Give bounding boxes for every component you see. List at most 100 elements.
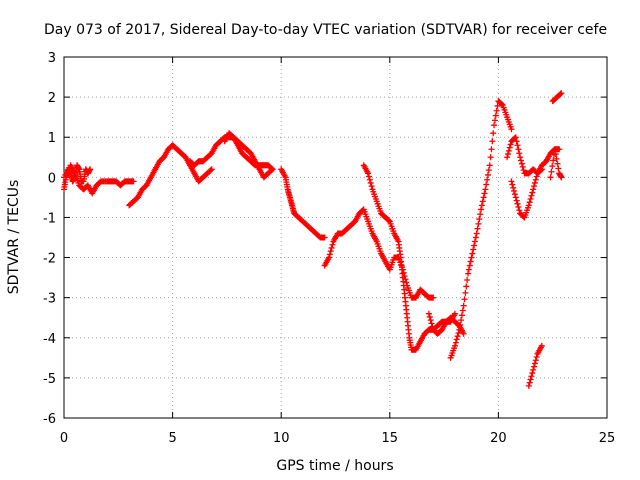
- data-point: [533, 354, 540, 361]
- x-axis-label: GPS time / hours: [276, 458, 393, 474]
- data-point: [483, 181, 490, 188]
- data-point: [519, 163, 526, 170]
- y-tick-label: 0: [48, 171, 56, 186]
- data-point: [321, 234, 328, 241]
- data-point: [474, 225, 481, 232]
- data-point: [475, 220, 482, 227]
- data-point: [506, 144, 513, 151]
- data-point: [526, 199, 533, 206]
- data-point: [526, 379, 533, 386]
- data-point: [511, 191, 518, 198]
- data-point: [512, 134, 519, 141]
- data-point: [464, 270, 471, 277]
- data-point: [498, 101, 505, 108]
- data-point: [484, 176, 491, 183]
- data-point: [455, 329, 462, 336]
- data-point: [516, 150, 523, 157]
- data-point: [515, 146, 522, 153]
- data-point: [551, 146, 558, 153]
- data-point: [452, 339, 459, 346]
- data-point: [429, 323, 436, 330]
- data-point: [487, 154, 494, 161]
- data-point: [548, 168, 555, 175]
- data-point: [453, 336, 460, 343]
- data-point: [486, 162, 493, 169]
- data-point: [481, 190, 488, 197]
- data-point: [466, 262, 473, 269]
- data-point: [553, 155, 560, 162]
- data-point: [509, 181, 516, 188]
- data-point: [515, 204, 522, 211]
- y-tick-label: -4: [43, 332, 56, 347]
- data-point: [368, 183, 375, 190]
- data-point: [514, 200, 521, 207]
- data-point: [470, 246, 477, 253]
- data-point: [326, 251, 333, 258]
- data-point: [528, 192, 535, 199]
- data-point: [525, 202, 532, 209]
- data-point: [491, 122, 498, 129]
- data-point: [504, 154, 511, 161]
- y-tick-label: 1: [48, 131, 56, 146]
- data-point: [507, 141, 514, 148]
- plot-frame: [63, 56, 608, 419]
- data-point: [511, 187, 518, 194]
- data-point: [510, 184, 517, 191]
- data-point: [485, 167, 492, 174]
- data-point: [488, 146, 495, 153]
- data-point: [454, 333, 461, 340]
- data-point: [538, 342, 545, 349]
- data-point: [367, 179, 374, 186]
- data-point: [527, 195, 534, 202]
- data-point: [489, 138, 496, 145]
- data-point: [458, 312, 465, 319]
- data-point: [550, 157, 557, 164]
- data-point: [512, 194, 519, 201]
- data-point: [400, 269, 407, 276]
- data-point: [508, 126, 515, 133]
- data-point: [558, 174, 565, 181]
- x-tick-label: 5: [168, 431, 176, 446]
- y-tick-label: -6: [43, 412, 56, 427]
- data-point: [461, 296, 468, 303]
- data-point: [208, 166, 215, 173]
- y-tick-label: -2: [43, 252, 56, 267]
- data-point: [514, 142, 521, 149]
- data-point: [533, 173, 540, 180]
- x-tick-label: 0: [60, 431, 68, 446]
- data-point: [473, 230, 480, 237]
- data-point: [484, 171, 491, 178]
- data-point: [520, 167, 527, 174]
- data-point: [329, 241, 336, 248]
- data-point: [451, 310, 458, 317]
- data-point: [478, 202, 485, 209]
- data-point: [477, 211, 484, 218]
- data-point: [207, 167, 214, 174]
- data-point: [458, 317, 465, 324]
- data-point: [527, 376, 534, 383]
- data-point: [504, 151, 511, 158]
- data-point: [532, 357, 539, 364]
- data-point: [365, 173, 372, 180]
- data-point: [472, 234, 479, 241]
- data-point: [518, 160, 525, 167]
- data-point: [549, 163, 556, 170]
- data-point: [530, 186, 537, 193]
- data-point: [552, 151, 559, 158]
- y-axis-label: SDTVAR / TECUs: [6, 180, 22, 295]
- data-point: [328, 244, 335, 251]
- data-point: [480, 194, 487, 201]
- x-tick-label: 15: [382, 431, 399, 446]
- data-point: [517, 154, 524, 161]
- data-point: [555, 165, 562, 172]
- data-point: [465, 266, 472, 273]
- data-point: [525, 382, 532, 389]
- data-point: [456, 326, 463, 333]
- data-point: [491, 117, 498, 124]
- data-point: [557, 90, 564, 97]
- data-point: [460, 302, 467, 309]
- y-tick-label: 2: [48, 91, 56, 106]
- data-points: [61, 90, 565, 389]
- data-point: [471, 238, 478, 245]
- data-point: [451, 342, 458, 349]
